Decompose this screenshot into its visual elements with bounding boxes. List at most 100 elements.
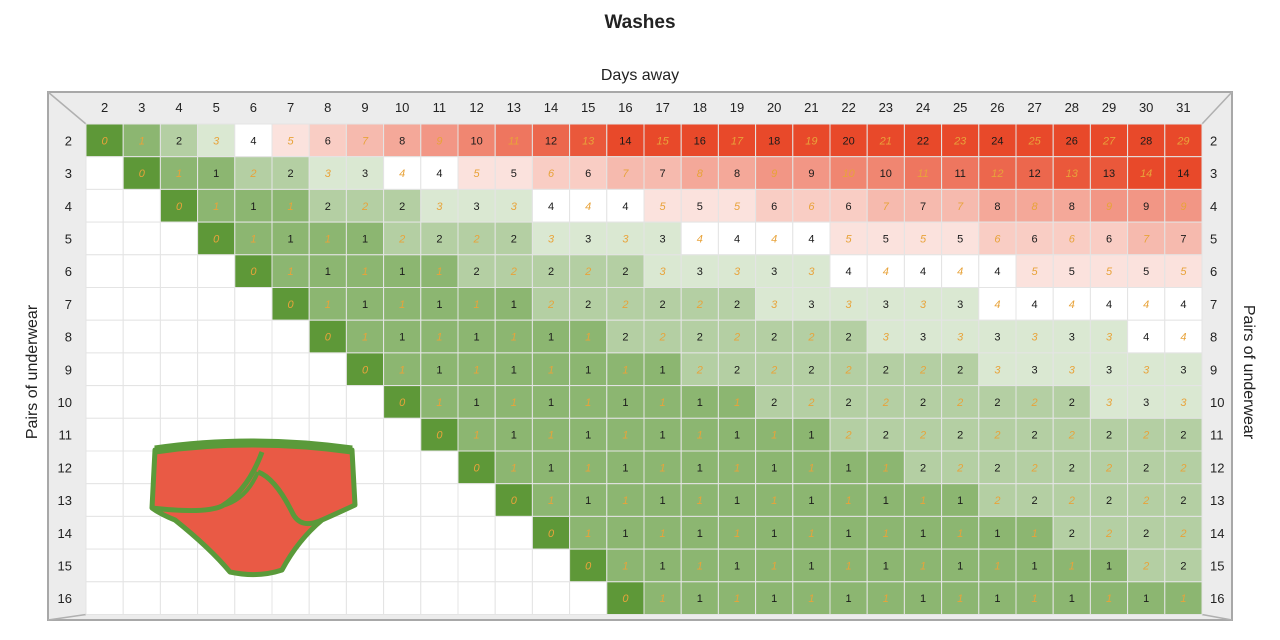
heatmap-cell [271,123,310,158]
heatmap-cell [792,581,831,615]
cell-value: 2 [1179,528,1186,540]
cell-value: 20 [842,135,854,147]
heatmap-cell [531,581,571,615]
heatmap-cell [903,188,943,223]
heatmap-cell [531,352,571,387]
y-tick-label-left: 13 [58,493,72,508]
cell-value: 4 [622,201,628,213]
cell-value: 1 [660,430,666,442]
heatmap-cell [978,581,1017,615]
heatmap-cell [1127,123,1166,158]
cell-value: 7 [1180,233,1186,245]
cell-value: 1 [288,201,294,213]
cell-value: 1 [474,299,480,311]
cell-value: 2 [1069,462,1075,474]
heatmap-cell [457,123,496,158]
y-tick-label-left: 4 [65,199,72,214]
cell-value: 4 [808,233,814,245]
heatmap-cell [345,385,385,419]
cell-value: 2 [1106,495,1112,507]
cell-value: 3 [622,233,629,245]
heatmap-cell [494,581,533,615]
cell-value: 2 [548,266,554,278]
heatmap-cell [197,319,236,354]
cell-value: 11 [954,168,965,180]
axis-ticks: 2 3 4 5 6 7 8 9 10 11 12 13 14 15 16 17 18 19 20 21 22 23 24 25… [58,100,1225,606]
heatmap-cell [1127,287,1166,321]
cell-value: 1 [846,528,852,540]
heatmap-cell [1127,483,1166,517]
heatmap-cell [1164,156,1203,190]
cell-value: 2 [1142,430,1149,442]
heatmap-cell [122,548,161,583]
cell-value: 1 [660,560,666,572]
heatmap-cell [717,450,757,485]
cell-value: 1 [883,560,889,572]
x-tick-label: 7 [287,100,294,115]
heatmap-cell [308,548,347,583]
heatmap-cell [1164,123,1203,158]
heatmap-cell [717,188,757,223]
cell-value: 9 [1106,201,1112,213]
heatmap-cell [941,352,980,387]
cell-value: 2 [919,430,926,442]
cell-value: 5 [846,233,853,245]
heatmap-cell [1089,123,1129,158]
heatmap-cell [85,254,124,289]
cell-value: 5 [1069,266,1075,278]
cell-value: 7 [920,201,926,213]
cell-value: 1 [920,495,926,507]
cell-value: 2 [1105,528,1112,540]
cell-value: 1 [660,397,666,409]
heatmap-cell [85,221,124,256]
cell-value: 1 [920,528,926,540]
x-tick-label: 10 [395,100,409,115]
cell-value: 2 [510,266,517,278]
heatmap-cell [122,188,161,223]
cell-value: 3 [734,266,741,278]
cell-value: 2 [399,201,405,213]
cell-value: 1 [622,364,628,376]
heatmap-cell [829,548,868,583]
cell-value: 2 [1143,462,1149,474]
cell-value: 5 [920,233,927,245]
cell-value: 9 [771,168,777,180]
cell-value: 1 [548,397,554,409]
heatmap-cell [643,450,682,485]
heatmap-cell [420,156,459,190]
cell-value: 5 [1032,266,1039,278]
cell-value: 2 [771,397,777,409]
heatmap-cell [85,548,124,583]
cell-value: 17 [731,135,744,147]
cell-value: 1 [548,332,554,344]
cell-value: 3 [660,266,667,278]
heatmap-cell [606,548,645,583]
cell-value: 1 [808,495,814,507]
cell-value: 2 [584,266,591,278]
cell-value: 2 [919,364,926,376]
y-tick-label-left: 11 [59,428,73,443]
heatmap-cell [531,156,571,190]
cell-value: 6 [846,201,852,213]
x-tick-label: 14 [544,100,558,115]
heatmap-cell [345,515,385,550]
heatmap-cell [159,188,199,223]
heatmap-cell [494,221,533,256]
cell-value: 1 [808,430,814,442]
cell-value: 7 [1143,233,1150,245]
cell-value: 2 [176,135,182,147]
cell-value: 1 [1069,560,1075,572]
cell-value: 1 [808,593,814,605]
heatmap-cell [866,123,905,158]
cell-value: 7 [622,168,629,180]
heatmap-cell [308,352,347,387]
cell-value: 1 [883,528,889,540]
cell-value: 2 [1105,462,1112,474]
cell-value: 1 [957,593,963,605]
cell-value: 2 [734,364,740,376]
heatmap-cell [903,156,943,190]
heatmap-cell [941,123,980,158]
cell-value: 1 [250,233,256,245]
heatmap-cell [1127,385,1166,419]
cell-value: 1 [585,528,591,540]
